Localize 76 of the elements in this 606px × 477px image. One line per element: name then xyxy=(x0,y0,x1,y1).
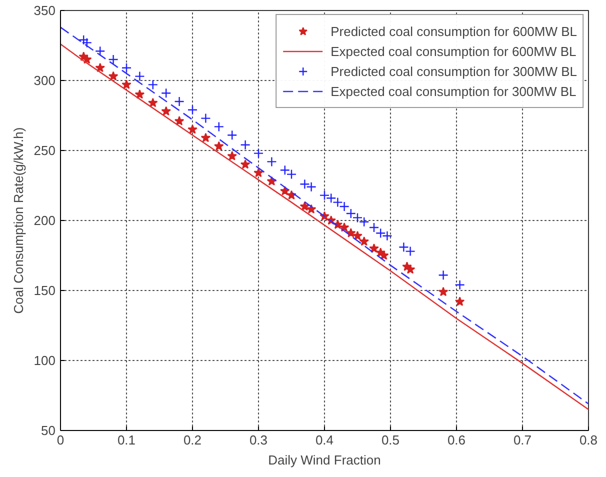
point xyxy=(227,130,238,140)
point xyxy=(280,165,290,176)
point xyxy=(188,124,198,134)
point xyxy=(332,197,343,208)
point xyxy=(266,156,277,167)
y-tick-label: 100 xyxy=(34,353,56,368)
point xyxy=(240,140,250,150)
point xyxy=(382,230,392,241)
x-tick-label: 0.8 xyxy=(579,432,598,448)
point xyxy=(200,132,211,142)
point xyxy=(319,190,330,200)
x-axis-title: Daily Wind Fraction xyxy=(268,452,381,468)
point xyxy=(174,116,184,126)
x-tick-label: 0.3 xyxy=(249,432,268,448)
point xyxy=(214,122,224,132)
point xyxy=(148,98,158,108)
point xyxy=(95,46,106,56)
x-tick-label: 0.5 xyxy=(381,432,400,448)
point xyxy=(121,62,132,73)
x-tick-label: 0.1 xyxy=(117,432,136,448)
point xyxy=(161,106,171,116)
point xyxy=(253,148,264,158)
x-tick-label: 0.7 xyxy=(513,432,532,448)
point xyxy=(359,216,370,227)
point xyxy=(187,104,198,115)
y-tick-label: 300 xyxy=(34,73,56,88)
point xyxy=(134,71,145,82)
point xyxy=(398,242,409,252)
point xyxy=(339,201,350,212)
legend-label: Predicted coal consumption for 300MW BL xyxy=(330,64,577,78)
point xyxy=(200,113,211,124)
point xyxy=(379,250,389,260)
point xyxy=(108,71,118,81)
point xyxy=(346,208,356,219)
point xyxy=(300,179,310,190)
point xyxy=(134,89,145,99)
point xyxy=(174,96,184,107)
point xyxy=(346,228,356,238)
point xyxy=(214,141,224,151)
x-tick-label: 0.2 xyxy=(183,432,202,448)
point xyxy=(454,296,465,306)
point xyxy=(352,212,363,223)
y-tick-label: 200 xyxy=(34,213,56,228)
point xyxy=(454,280,465,290)
point xyxy=(405,246,416,256)
point xyxy=(326,193,336,204)
point xyxy=(82,54,92,64)
point xyxy=(254,168,264,178)
point xyxy=(306,182,316,192)
x-tick-label: 0.6 xyxy=(447,432,466,448)
y-tick-label: 350 xyxy=(34,3,56,18)
point xyxy=(108,54,118,65)
point xyxy=(376,228,386,238)
y-axis-title: Coal Consumption Rate(g/kW.h) xyxy=(10,127,26,314)
legend-label: Expected coal consumption for 300MW BL xyxy=(330,84,576,98)
point xyxy=(78,34,89,45)
point xyxy=(148,80,158,90)
point xyxy=(161,88,172,98)
legend-label: Predicted coal consumption for 600MW BL xyxy=(330,24,577,38)
point xyxy=(82,38,92,48)
point xyxy=(368,222,380,233)
point xyxy=(438,270,448,280)
point xyxy=(438,286,448,296)
legend-label: Expected coal consumption for 600MW BL xyxy=(330,44,576,58)
point xyxy=(122,80,132,89)
point xyxy=(227,151,237,160)
point xyxy=(240,159,250,169)
point xyxy=(286,169,297,180)
point xyxy=(95,62,105,72)
x-tick-label: 0.4 xyxy=(315,432,334,448)
point xyxy=(359,236,369,246)
y-tick-label: 50 xyxy=(41,423,56,438)
y-tick-label: 250 xyxy=(34,143,56,158)
point xyxy=(352,230,362,240)
x-tick-label: 0 xyxy=(56,432,64,448)
y-tick-label: 150 xyxy=(34,283,56,298)
